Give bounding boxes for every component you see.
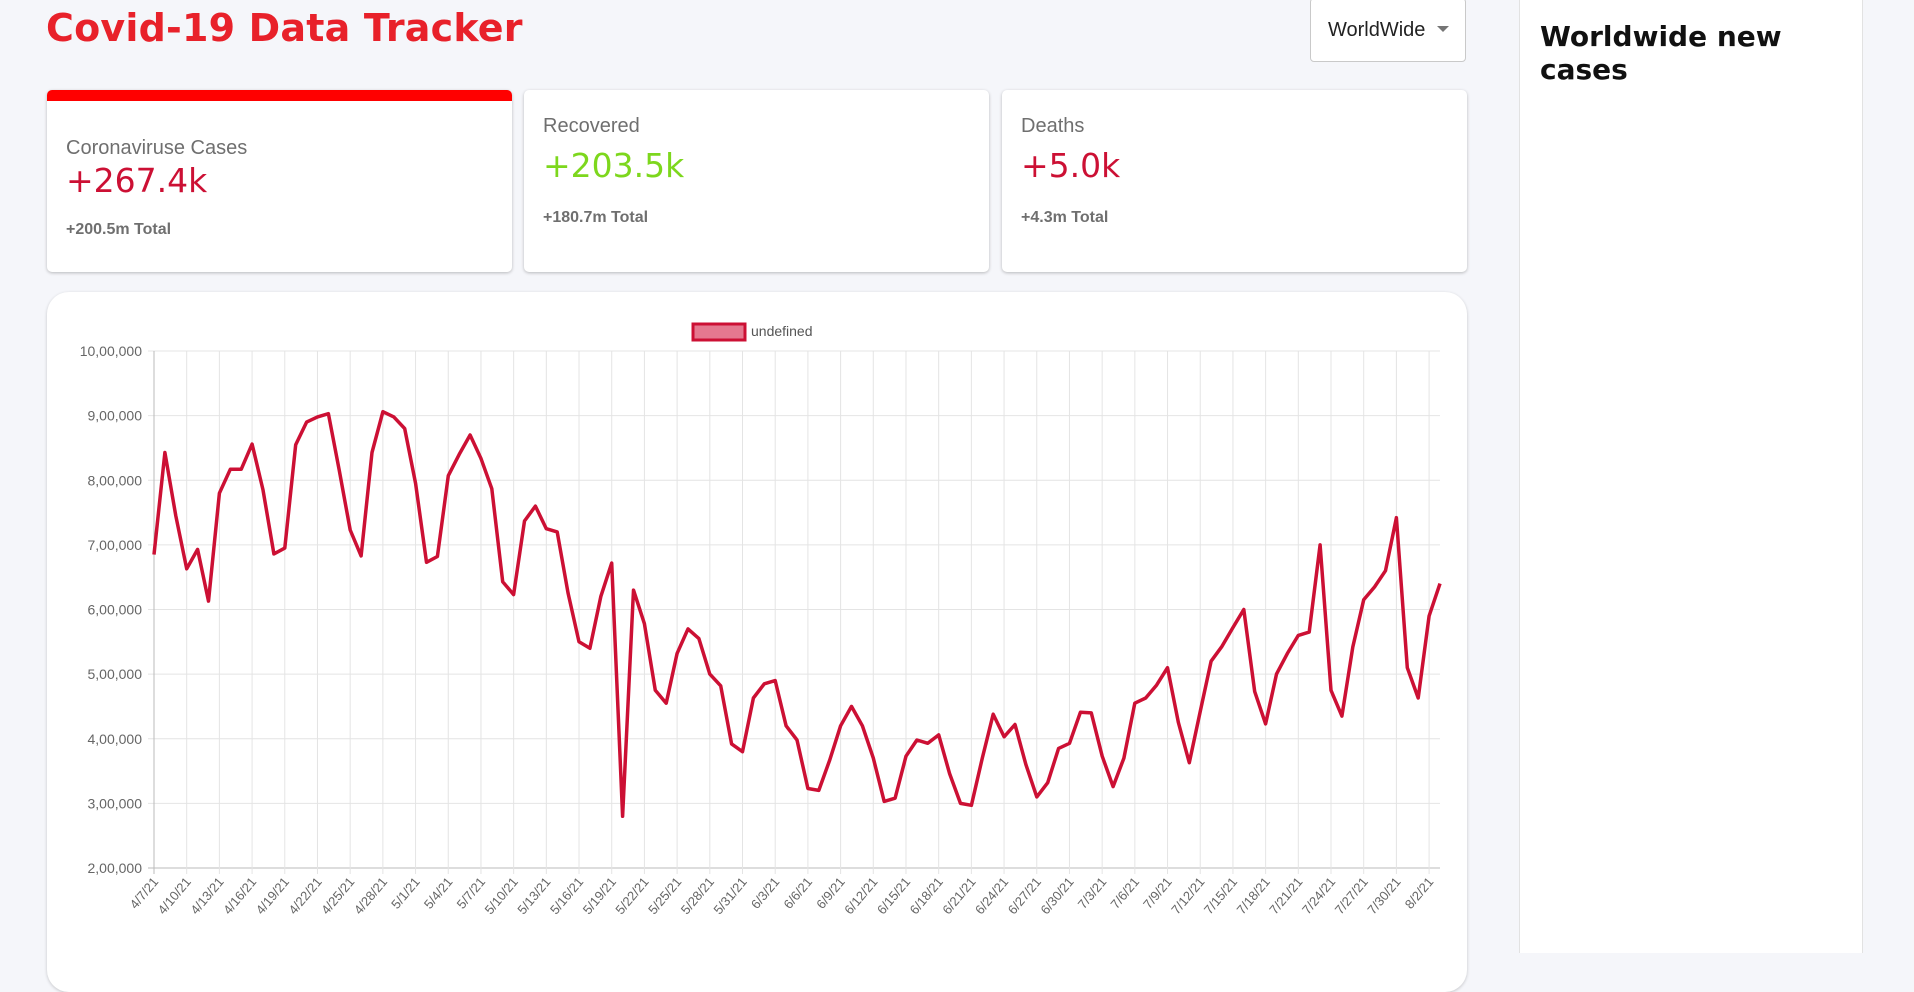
x-tick-label: 6/27/21 (1005, 874, 1044, 917)
legend-swatch (691, 322, 747, 342)
y-tick-label: 2,00,000 (88, 860, 143, 876)
caret-down-icon (1437, 26, 1449, 32)
x-tick-label: 4/10/21 (155, 874, 194, 917)
series-line (152, 409, 1442, 819)
chart-panel: 2,00,000 3,00,000 4,00,000 5,00,000 6,00,000… (47, 292, 1467, 992)
x-tick-label: 5/1/21 (388, 874, 423, 911)
x-tick-label: 8/2/21 (1402, 874, 1437, 911)
x-tick-label: 7/6/21 (1107, 874, 1142, 911)
country-select[interactable]: WorldWide (1310, 0, 1466, 62)
y-tick-label: 10,00,000 (80, 343, 142, 359)
y-tick-label: 4,00,000 (88, 731, 143, 747)
sidebar-panel: Worldwide new cases (1519, 0, 1863, 953)
y-tick-label: 7,00,000 (88, 537, 143, 553)
x-tick-label: 7/18/21 (1234, 874, 1273, 917)
x-tick-label: 7/21/21 (1266, 874, 1305, 917)
country-select-value: WorldWide (1328, 18, 1426, 41)
x-tick-label: 4/16/21 (220, 874, 259, 917)
cases-card-value: +267.4k (66, 161, 208, 200)
x-tick-label: 5/22/21 (612, 874, 651, 917)
x-tick-label: 6/3/21 (748, 874, 783, 911)
x-tick-label: 6/12/21 (841, 874, 880, 917)
x-tick-label: 6/21/21 (939, 874, 978, 917)
x-tick-label: 4/19/21 (253, 874, 292, 917)
x-tick-label: 7/12/21 (1168, 874, 1207, 917)
x-tick-label: 7/3/21 (1075, 874, 1110, 911)
y-tick-label: 9,00,000 (88, 408, 143, 424)
deaths-card[interactable]: Deaths +5.0k +4.3m Total (1002, 90, 1467, 272)
x-tick-label: 5/13/21 (514, 874, 553, 917)
x-tick-label: 7/15/21 (1201, 874, 1240, 917)
cases-card-title: Coronaviruse Cases (66, 137, 248, 159)
recovered-card-total: +180.7m Total (543, 209, 649, 226)
x-tick-label: 7/30/21 (1364, 874, 1403, 917)
cases-card-total: +200.5m Total (66, 221, 172, 238)
recovered-card-value: +203.5k (543, 146, 685, 185)
x-tick-label: 5/28/21 (678, 874, 717, 917)
x-tick-label: 6/6/21 (780, 874, 815, 911)
x-tick-label: 6/24/21 (972, 874, 1011, 917)
cases-card[interactable]: Coronaviruse Cases +267.4k +200.5m Total (47, 90, 512, 272)
recovered-card[interactable]: Recovered +203.5k +180.7m Total (524, 90, 989, 272)
app-title: Covid-19 Data Tracker (46, 6, 523, 50)
x-tick-label: 5/16/21 (547, 874, 586, 917)
y-tick-label: 5,00,000 (88, 666, 143, 682)
cases-line-chart: 2,00,000 3,00,000 4,00,000 5,00,000 6,00,000… (80, 322, 1442, 917)
legend-label: undefined (751, 323, 813, 339)
x-tick-label: 4/22/21 (285, 874, 324, 917)
x-tick-label: 5/31/21 (710, 874, 749, 917)
recovered-card-title: Recovered (543, 115, 640, 137)
x-tick-label: 6/30/21 (1037, 874, 1076, 917)
x-tick-label: 5/4/21 (421, 874, 456, 911)
x-tick-label: 7/24/21 (1299, 874, 1338, 917)
x-tick-label: 4/25/21 (318, 874, 357, 917)
deaths-card-title: Deaths (1021, 115, 1085, 137)
x-tick-label: 5/25/21 (645, 874, 684, 917)
x-tick-label: 7/27/21 (1332, 874, 1371, 917)
y-tick-label: 3,00,000 (88, 795, 143, 811)
y-tick-label: 8,00,000 (88, 472, 143, 488)
x-tick-label: 4/13/21 (187, 874, 226, 917)
x-tick-label: 6/18/21 (907, 874, 946, 917)
sidebar-title: Worldwide new cases (1540, 20, 1782, 86)
deaths-card-total: +4.3m Total (1021, 209, 1109, 226)
x-tick-label: 5/10/21 (482, 874, 521, 917)
deaths-card-value: +5.0k (1021, 146, 1121, 185)
x-tick-label: 6/15/21 (874, 874, 913, 917)
x-tick-label: 4/28/21 (351, 874, 390, 917)
y-tick-label: 6,00,000 (88, 602, 143, 618)
x-tick-label: 5/19/21 (580, 874, 619, 917)
